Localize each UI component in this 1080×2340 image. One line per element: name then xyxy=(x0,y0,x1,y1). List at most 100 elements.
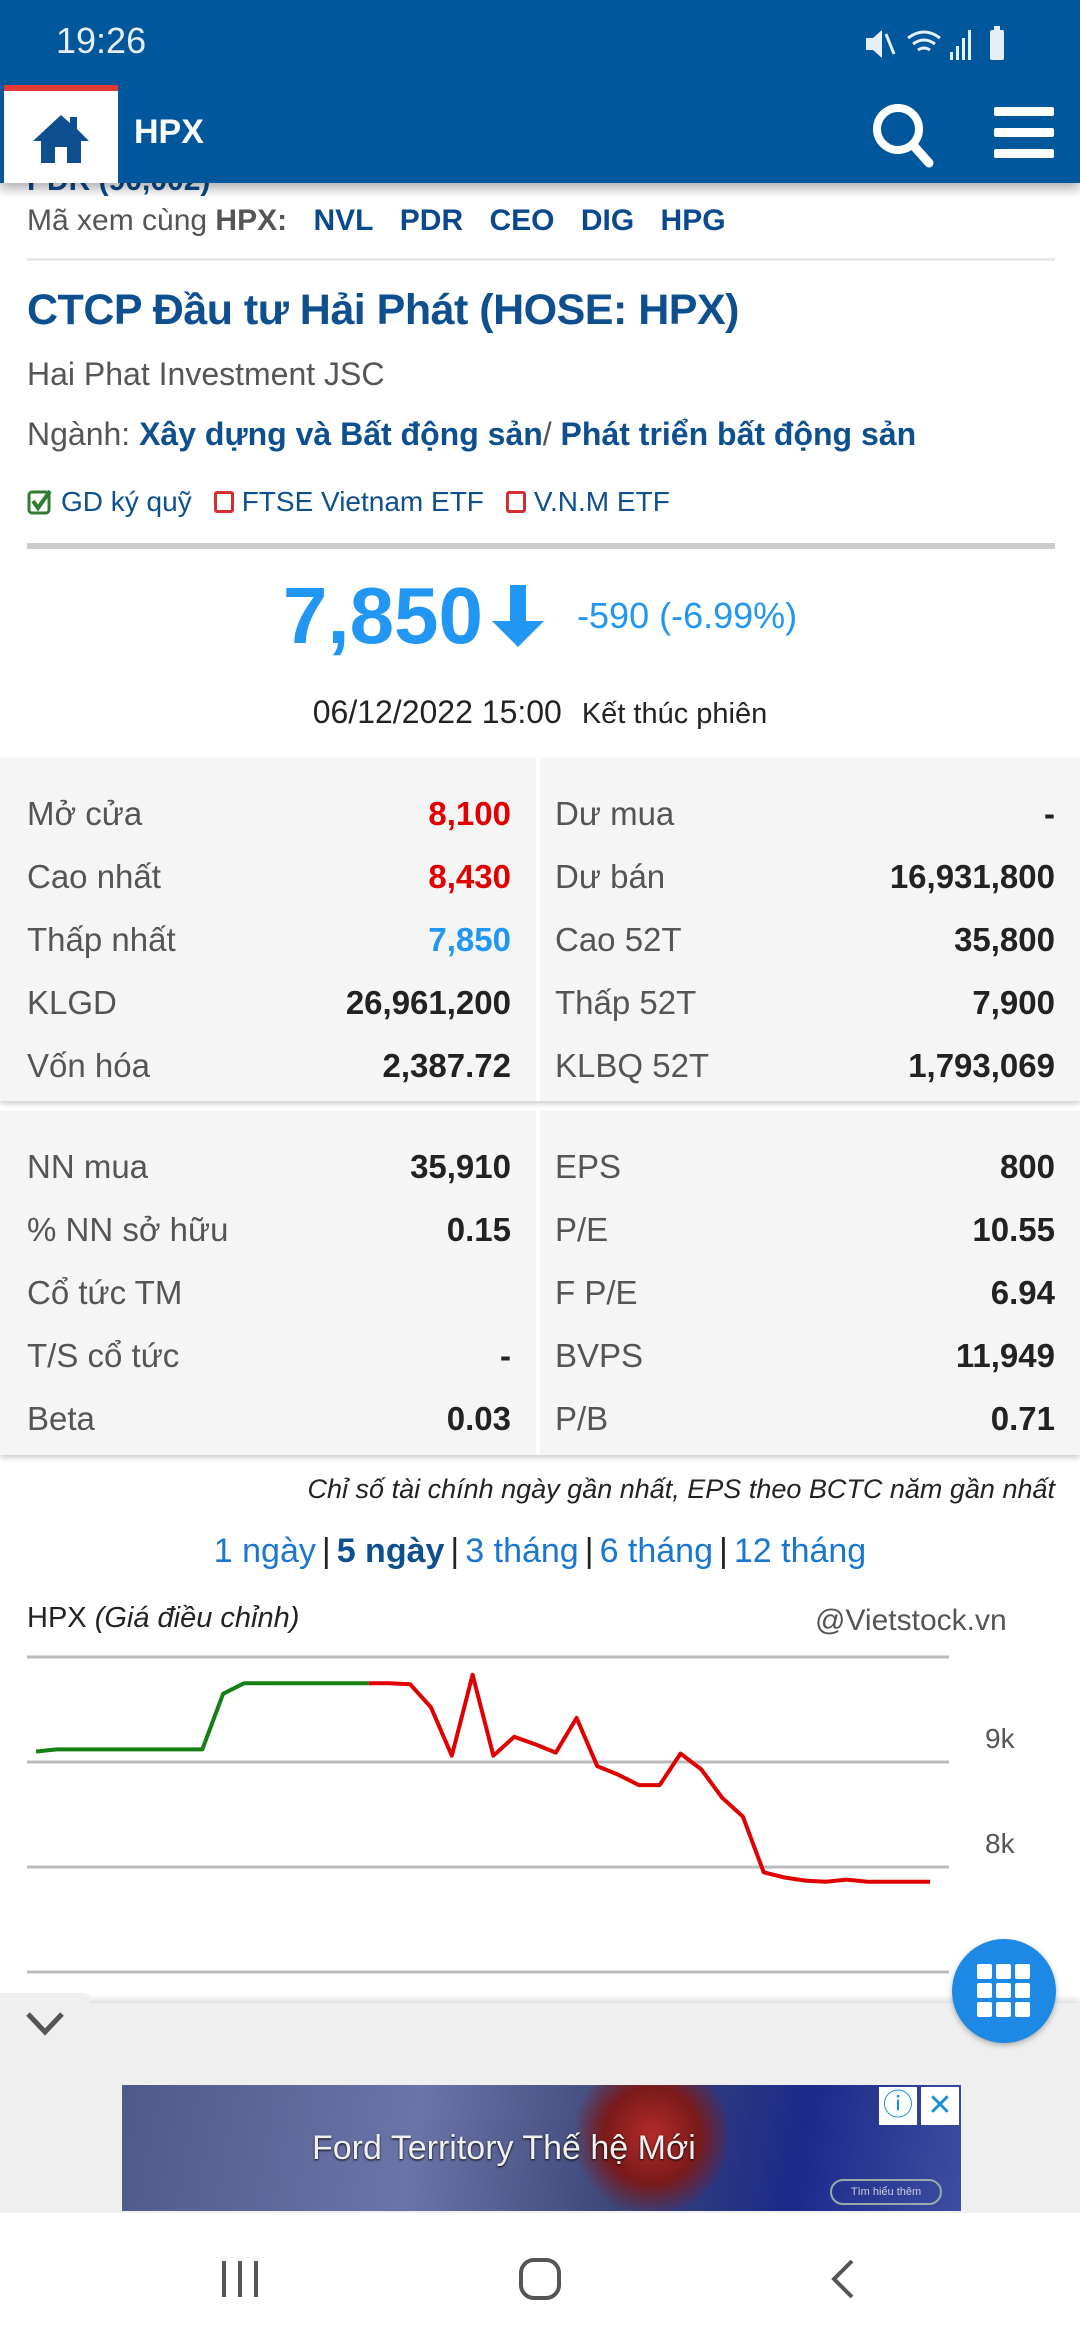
stat-value: 35,800 xyxy=(954,921,1055,958)
stat-label: KLBQ 52T xyxy=(555,1047,710,1084)
status-bar: 19:26 xyxy=(0,0,1080,85)
home-icon xyxy=(33,115,89,163)
period-tab[interactable]: 12 tháng xyxy=(733,1532,867,1570)
status-time: 19:26 xyxy=(56,20,147,61)
tab-separator: | xyxy=(584,1532,594,1570)
y-tick-label: 8k xyxy=(985,1828,1016,1859)
stat-label: NN mua xyxy=(27,1148,149,1185)
period-tab[interactable]: 1 ngày xyxy=(213,1532,316,1570)
industry-row: Ngành: Xây dựng và Bất động sản/ Phát tr… xyxy=(27,416,916,453)
stat-value: 8,100 xyxy=(428,795,511,832)
stat-value xyxy=(27,1273,511,1313)
home-button-icon[interactable] xyxy=(518,2257,562,2301)
ticker-link[interactable]: HPG xyxy=(660,204,726,237)
related-tickers: Mã xem cùng HPX: NVL PDR CEO DIG HPG xyxy=(27,204,726,238)
industry-label: Ngành: xyxy=(27,416,140,452)
price-row: 7,850 -590 (-6.99%) xyxy=(0,570,1080,662)
chart-subtitle: (Giá điều chỉnh) xyxy=(94,1602,300,1634)
checkbox-checked-icon xyxy=(27,489,52,515)
collapse-ad-button[interactable] xyxy=(0,1993,90,2053)
close-icon[interactable]: ✕ xyxy=(921,2087,959,2125)
home-button[interactable] xyxy=(4,85,118,183)
badge-label: FTSE Vietnam ETF xyxy=(241,486,484,517)
price-line-series-0 xyxy=(35,1681,369,1754)
stat-label: Vốn hóa xyxy=(27,1047,150,1084)
checkbox-empty-icon xyxy=(213,491,234,513)
industry-sep: / xyxy=(542,416,561,452)
stat-value: 6.94 xyxy=(990,1274,1055,1311)
period-tab[interactable]: 5 ngày xyxy=(336,1532,445,1570)
stat-value: 1,793,069 xyxy=(908,1047,1055,1084)
stat-label: Cao nhất xyxy=(27,858,161,895)
stat-value: 0.71 xyxy=(990,1400,1055,1437)
badges: GD ký quỹ FTSE Vietnam ETF V.N.M ETF xyxy=(27,486,670,518)
y-tick-label: 9k xyxy=(985,1723,1016,1754)
period-tab[interactable]: 3 tháng xyxy=(465,1532,579,1570)
stat-label: Thấp 52T xyxy=(555,984,697,1021)
ad-banner[interactable]: Ford Territory Thế hệ Mới Tìm hiểu thêm … xyxy=(122,2085,961,2211)
related-label: Mã xem cùng xyxy=(27,204,216,237)
thick-divider xyxy=(27,543,1055,549)
stat-value: 800 xyxy=(999,1148,1055,1185)
stat-label: P/B xyxy=(555,1400,609,1437)
grid-menu-button[interactable] xyxy=(952,1939,1056,2043)
stat-label: Cổ tức TM xyxy=(27,1274,183,1311)
stat-label: EPS xyxy=(555,1148,622,1185)
footnote: Chỉ số tài chính ngày gần nhất, EPS theo… xyxy=(307,1474,1055,1504)
ad-cta[interactable]: Tìm hiểu thêm xyxy=(830,2179,942,2205)
stat-label: F P/E xyxy=(555,1274,638,1311)
ticker-link[interactable]: NVL xyxy=(313,204,374,237)
price-stats-table: Mở cửa 8,100 Cao nhất 8,430 Thấp nhất 7,850 KL… xyxy=(0,758,1080,1101)
tab-separator: | xyxy=(321,1532,331,1570)
stat-label: Dư mua xyxy=(555,795,675,832)
stat-label: Beta xyxy=(27,1400,95,1437)
chart-title: HPX (Giá điều chỉnh) xyxy=(27,1602,299,1635)
session-status: Kết thúc phiên xyxy=(581,698,768,730)
last-price: 7,850 xyxy=(282,571,484,660)
stat-label: % NN sở hữu xyxy=(27,1211,229,1248)
ticker-link[interactable]: PDR xyxy=(399,204,464,237)
quote-datetime: 06/12/2022 15:00 xyxy=(312,694,562,730)
company-title: CTCP Đầu tư Hải Phát (HOSE: HPX) xyxy=(27,286,739,334)
price-chart: 9k 8k xyxy=(27,1655,1016,1974)
badge-label: V.N.M ETF xyxy=(533,486,670,517)
ticker-link[interactable]: CEO xyxy=(489,204,555,237)
ad-car-image xyxy=(577,2085,727,2211)
info-icon[interactable]: ⓘ xyxy=(879,2087,917,2125)
quote-time-row: 06/12/2022 15:00 Kết thúc phiên xyxy=(0,694,1080,731)
industry-link[interactable]: Xây dựng và Bất động sản xyxy=(139,416,543,452)
stat-label: Mở cửa xyxy=(27,795,143,832)
stat-label: T/S cổ tức xyxy=(27,1337,180,1374)
stat-value: 0.03 xyxy=(446,1400,511,1437)
price-line-series-1 xyxy=(368,1672,930,1884)
stat-value: - xyxy=(1044,795,1055,832)
system-nav-bar xyxy=(0,2213,1080,2340)
divider xyxy=(27,258,1055,261)
period-tab[interactable]: 6 tháng xyxy=(599,1532,714,1570)
ad-banner-area: Ford Territory Thế hệ Mới Tìm hiểu thêm … xyxy=(0,2003,1080,2213)
stat-value: 11,949 xyxy=(955,1337,1055,1374)
chart-watermark: @Vietstock.vn xyxy=(815,1604,1007,1637)
menu-icon[interactable] xyxy=(994,105,1054,161)
stat-label: P/E xyxy=(555,1211,609,1248)
stat-value: 35,910 xyxy=(410,1148,511,1185)
mute-icon xyxy=(866,30,896,58)
stat-value: 2,387.72 xyxy=(382,1047,511,1084)
stat-value: 0.15 xyxy=(446,1211,511,1248)
stat-label: KLGD xyxy=(27,984,117,1021)
price-change: -590 (-6.99%) xyxy=(577,595,798,636)
related-symbol: HPX: xyxy=(215,204,288,237)
chart-symbol: HPX xyxy=(27,1602,87,1634)
ticker-link[interactable]: DIG xyxy=(580,204,635,237)
stat-label: Cao 52T xyxy=(555,921,682,958)
grid-icon xyxy=(977,1964,1030,2017)
period-tabs: 1 ngày | 5 ngày | 3 tháng | 6 tháng | 12 tháng xyxy=(0,1532,1080,1571)
wifi-icon xyxy=(907,30,941,52)
stat-value: 16,931,800 xyxy=(889,858,1055,895)
recent-apps-icon[interactable] xyxy=(218,2257,262,2301)
tab-separator: | xyxy=(450,1532,460,1570)
search-icon[interactable] xyxy=(870,101,936,169)
header-symbol: HPX xyxy=(134,113,204,151)
back-icon[interactable] xyxy=(826,2257,860,2301)
sub-industry-link[interactable]: Phát triển bất động sản xyxy=(560,416,917,452)
